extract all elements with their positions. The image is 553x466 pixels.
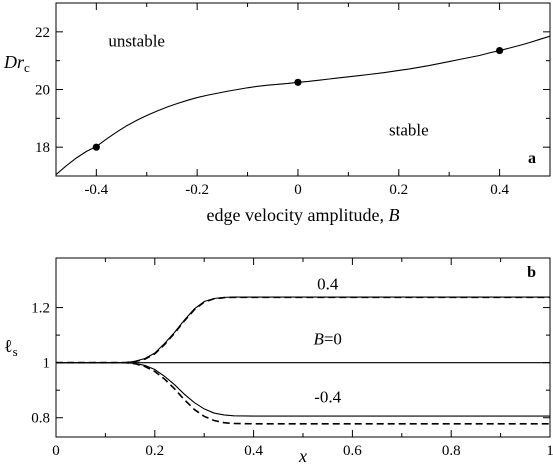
- labels-group-b: 0.4 B=0 -0.4: [313, 275, 341, 407]
- y-axis-label-b: ℓs: [4, 336, 18, 359]
- data-point-marker: [294, 78, 302, 86]
- y-axis-label-b-main: ℓ: [4, 336, 13, 356]
- series-line-solid: [56, 35, 550, 175]
- y-tick-label: 18: [35, 140, 50, 156]
- x-tick-label: 0.4: [490, 182, 509, 198]
- y-tick-label: 20: [35, 83, 50, 99]
- labels-group-a: unstable stable: [108, 31, 428, 139]
- plot-area-b: [55, 257, 551, 438]
- x-axis-label-a-variable: B: [388, 205, 399, 225]
- curve-label: B=0: [313, 330, 341, 349]
- x-tick-label: 0.6: [343, 443, 362, 459]
- ticks-b: 0 0.2 0.4 0.6 0.8 1 0.8 1 1.2: [31, 258, 553, 459]
- region-label: stable: [389, 121, 429, 140]
- panel-b: 0 0.2 0.4 0.6 0.8 1 0.8 1 1.2 0.4 B=0 -0.4 b x ℓs: [4, 257, 553, 466]
- x-tick-label: 1: [546, 443, 553, 459]
- y-axis-label-b-sub: s: [13, 344, 18, 359]
- x-axis-label-a-text: edge velocity amplitude,: [207, 205, 389, 225]
- panel-label-a: a: [528, 150, 536, 167]
- series-line-dashed: [56, 296, 550, 364]
- data-point-marker: [495, 46, 504, 55]
- x-tick-label: 0: [294, 182, 302, 198]
- x-tick-label: 0.8: [442, 443, 461, 459]
- y-axis-label-a-main: Dr: [3, 52, 25, 72]
- x-axis-label-b: x: [298, 446, 307, 466]
- y-axis-label-a: Drc: [3, 52, 30, 75]
- series-line-solid: [56, 362, 550, 417]
- data-point-marker: [92, 143, 100, 151]
- panel-label-b: b: [527, 264, 536, 281]
- x-tick-label: -0.4: [84, 182, 108, 198]
- series-line-solid: [56, 296, 550, 364]
- markers-group-a: [92, 46, 504, 151]
- y-tick-label: 1.2: [31, 301, 50, 317]
- x-tick-label: 0: [52, 443, 60, 459]
- x-tick-label: 0.4: [244, 443, 263, 459]
- x-axis-label-a: edge velocity amplitude, B: [207, 205, 400, 225]
- series-group-b: [56, 296, 550, 425]
- y-axis-label-a-sub: c: [24, 60, 30, 75]
- series-group-a: [56, 35, 550, 175]
- panel-a: -0.4 -0.2 0 0.2 0.4 18 20 22 unstable stable a e…: [3, 2, 551, 225]
- y-tick-label: 0.8: [31, 411, 50, 427]
- ticks-a: -0.4 -0.2 0 0.2 0.4 18 20 22: [35, 3, 550, 198]
- y-tick-label: 22: [35, 25, 50, 41]
- plot-area-a: [55, 2, 551, 177]
- curve-label: 0.4: [317, 275, 339, 294]
- curve-label-value: =0: [324, 330, 342, 349]
- x-tick-label: 0.2: [389, 182, 408, 198]
- curve-label-variable: B: [313, 330, 324, 349]
- region-label: unstable: [108, 31, 165, 50]
- y-tick-label: 1: [43, 356, 51, 372]
- x-tick-label: -0.2: [185, 182, 209, 198]
- series-line-dashed: [56, 361, 550, 425]
- curve-label: -0.4: [314, 388, 341, 407]
- x-tick-label: 0.2: [145, 443, 164, 459]
